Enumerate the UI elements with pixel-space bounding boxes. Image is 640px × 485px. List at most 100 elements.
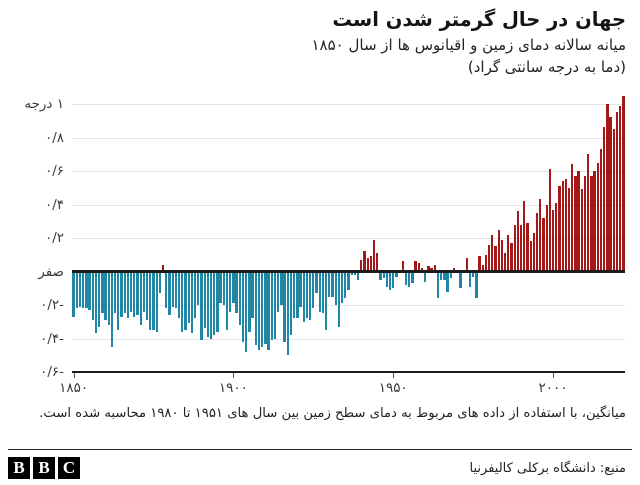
gridline (72, 238, 625, 239)
gridlines (72, 104, 625, 374)
bar-2013 (593, 171, 596, 272)
bar-1872 (142, 271, 146, 312)
bar-1852 (78, 271, 82, 307)
bar-1922 (302, 271, 305, 322)
bar-1871 (139, 271, 142, 326)
bar-1977 (478, 256, 481, 272)
bar-1908 (257, 271, 261, 351)
bar-1864 (117, 271, 120, 331)
bar-1918 (289, 271, 293, 336)
bar-1927 (318, 271, 321, 312)
bar-2015 (599, 149, 603, 272)
bar-2020 (615, 112, 619, 272)
bar-1924 (308, 271, 312, 321)
x-axis-tick-mark (73, 372, 75, 378)
bar-2012 (590, 176, 593, 272)
bar-1856 (91, 271, 94, 321)
bar-2009 (580, 189, 583, 272)
source-label: منبع: دانشگاه برکلی کالیفرنیا (469, 460, 626, 476)
bar-1943 (369, 256, 373, 272)
bar-1955 (408, 271, 411, 287)
bar-1868 (129, 271, 133, 312)
bar-1984 (500, 239, 504, 272)
bar-1854 (85, 271, 88, 309)
bar-1925 (312, 271, 315, 309)
bar-1945 (376, 253, 379, 272)
y-axis-tick-label: -۰/۲ (40, 297, 64, 313)
bar-series (72, 95, 625, 372)
bar-2011 (587, 154, 590, 272)
chart-footnote: میانگین، با استفاده از داده های مربوط به… (39, 406, 626, 421)
bar-1949 (388, 271, 392, 290)
bar-1995 (535, 212, 539, 272)
bar-1969 (452, 268, 456, 272)
bar-1986 (507, 234, 510, 272)
bar-1888 (193, 271, 197, 319)
bar-1948 (385, 271, 388, 287)
bar-1906 (251, 271, 254, 319)
bar-1865 (120, 271, 123, 317)
plot-area: ۱ درجه ۰/۸ ۰/۶ ۰/۴ ۰/۲ صفر -۰/۲ -۰/۴ -۰/۶ (0, 95, 640, 380)
bar-1859 (101, 271, 104, 314)
bbc-logo-letter: B (8, 457, 30, 479)
bar-1890 (200, 271, 203, 341)
bar-1947 (382, 271, 385, 279)
x-axis-tick-mark (393, 372, 395, 378)
y-axis-tick-label: ۰/۴ (44, 196, 64, 213)
bar-2001 (555, 202, 558, 272)
bar-1921 (299, 271, 302, 307)
bar-2010 (583, 176, 587, 272)
x-axis-tick-label: ۱۸۵۰ (59, 380, 89, 396)
bar-2000 (551, 209, 555, 272)
x-axis-tick-label: ۲۰۰۰ (538, 380, 568, 396)
bar-1899 (229, 271, 232, 312)
bar-1935 (344, 271, 347, 299)
bar-1938 (353, 271, 357, 275)
bar-2005 (567, 187, 571, 272)
bar-2017 (606, 104, 609, 272)
bar-1858 (98, 271, 101, 327)
y-axis-tick-label: ۰/۶ (44, 163, 64, 179)
gridline (72, 171, 625, 172)
bar-1877 (158, 271, 162, 294)
bar-1981 (491, 234, 494, 272)
bar-1953 (401, 261, 404, 272)
bar-1902 (238, 271, 241, 326)
bar-1989 (516, 211, 520, 272)
bar-1998 (545, 204, 548, 272)
bar-1876 (155, 271, 158, 332)
bar-1997 (542, 217, 545, 272)
bar-1853 (82, 271, 85, 309)
chart-subtitle-line2: (دما به درجه سانتی گراد) (467, 57, 626, 76)
y-axis-tick-label: ۰/۸ (44, 129, 64, 146)
bar-1850 (72, 271, 75, 317)
bar-1988 (513, 224, 516, 272)
gridline (72, 204, 625, 206)
bar-2008 (577, 171, 580, 272)
bar-1946 (379, 271, 382, 280)
bar-2003 (561, 181, 564, 272)
bar-1878 (161, 264, 165, 272)
bar-1933 (337, 271, 341, 327)
bar-1964 (436, 271, 440, 299)
bar-1942 (366, 258, 369, 272)
bar-1967 (446, 271, 449, 292)
bar-2022 (622, 95, 625, 272)
bar-1917 (286, 271, 289, 356)
x-axis-tick-label: ۱۹۵۰ (378, 380, 408, 396)
bar-1929 (324, 271, 328, 331)
bar-1903 (241, 271, 245, 342)
bar-1907 (254, 271, 257, 346)
bar-1976 (475, 271, 478, 299)
bar-1959 (420, 268, 424, 272)
bar-1991 (523, 201, 526, 272)
bar-1894 (213, 271, 216, 336)
bar-1887 (190, 271, 194, 334)
bar-1978 (481, 264, 484, 272)
bar-1992 (526, 222, 529, 272)
bar-1915 (280, 271, 283, 305)
bar-1896 (219, 271, 222, 304)
bar-2002 (558, 186, 561, 272)
bar-1944 (372, 239, 376, 272)
